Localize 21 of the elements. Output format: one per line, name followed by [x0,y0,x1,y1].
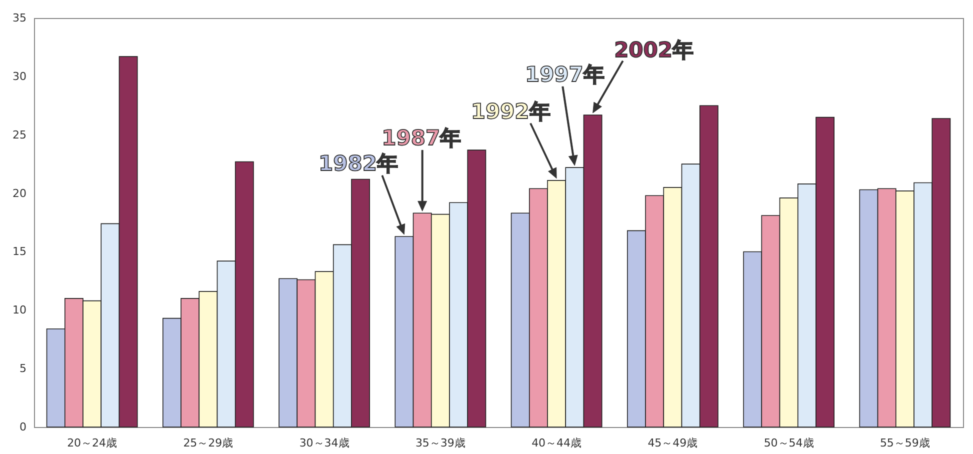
x-tick-label: 40～44歳 [532,436,582,450]
y-tick-label: 10 [12,304,26,317]
text: 1987年 [382,126,462,150]
y-tick-label: 30 [12,70,26,83]
y-tick-label: 35 [12,12,26,24]
y-tick-label: 20 [12,186,26,200]
x-tick-label: 25～29歳 [183,436,234,450]
y-tick-label: 0 [20,420,26,434]
y-tick-label: 5 [20,362,26,376]
x-tick-label: 50～54歳 [764,436,814,450]
x-tick-label: 30～34歳 [299,436,350,450]
text: 1997年 [524,62,604,87]
y-tick-label: 15 [12,245,26,258]
x-tick-label: 20～24歳 [67,436,118,450]
x-tick-label: 45～49歳 [648,436,698,450]
x-tick-label: 35～39歳 [415,436,466,450]
text: 1982年 [318,152,398,176]
y-tick-label: 25 [12,128,26,142]
text: 2002年 [614,38,694,62]
text: 1992年 [470,99,550,124]
x-tick-label: 55～59歳 [880,436,930,450]
